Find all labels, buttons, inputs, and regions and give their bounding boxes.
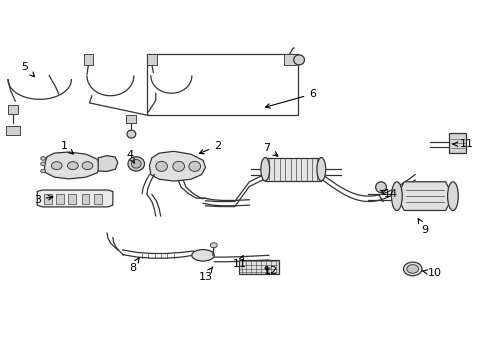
Text: 10: 10 [421, 268, 441, 278]
Ellipse shape [406, 265, 418, 273]
Text: 3: 3 [34, 195, 53, 205]
Text: 5: 5 [21, 62, 34, 77]
Polygon shape [8, 105, 18, 114]
Ellipse shape [41, 157, 45, 160]
Ellipse shape [172, 161, 184, 171]
Polygon shape [98, 156, 118, 171]
Text: 6: 6 [265, 89, 316, 108]
Text: 2: 2 [199, 141, 221, 154]
Text: 8: 8 [128, 258, 139, 273]
Polygon shape [448, 134, 466, 153]
Bar [68, 194, 76, 204]
Ellipse shape [67, 162, 78, 170]
Text: 12: 12 [264, 266, 278, 276]
Ellipse shape [391, 182, 402, 211]
Ellipse shape [41, 169, 45, 173]
Ellipse shape [447, 182, 457, 211]
Ellipse shape [156, 161, 167, 171]
Bar [56, 194, 63, 204]
Bar [238, 260, 278, 274]
Ellipse shape [210, 243, 217, 248]
Text: 11: 11 [232, 256, 246, 269]
Bar [44, 194, 52, 204]
Text: 1: 1 [61, 141, 73, 154]
Bar [147, 54, 298, 116]
Text: 11: 11 [452, 139, 472, 149]
Ellipse shape [51, 162, 62, 170]
Bar [264, 158, 321, 181]
Ellipse shape [82, 162, 93, 170]
Polygon shape [126, 116, 136, 123]
Ellipse shape [316, 158, 325, 181]
Ellipse shape [41, 162, 45, 166]
Bar [81, 194, 89, 204]
Ellipse shape [188, 161, 200, 171]
Ellipse shape [260, 158, 269, 181]
Bar [94, 194, 102, 204]
Ellipse shape [375, 182, 386, 193]
Ellipse shape [127, 130, 136, 138]
Polygon shape [283, 54, 295, 65]
Text: 13: 13 [198, 267, 212, 282]
Polygon shape [149, 151, 205, 181]
Polygon shape [5, 126, 20, 135]
Polygon shape [147, 54, 157, 64]
Text: 4: 4 [126, 150, 134, 163]
Ellipse shape [131, 159, 141, 168]
Text: 7: 7 [263, 143, 277, 156]
Polygon shape [44, 152, 101, 179]
Ellipse shape [403, 262, 421, 276]
Ellipse shape [293, 55, 304, 65]
Polygon shape [83, 54, 93, 64]
Ellipse shape [191, 249, 214, 261]
Text: 14: 14 [380, 189, 397, 199]
Polygon shape [37, 190, 113, 207]
Text: 9: 9 [417, 219, 427, 235]
Polygon shape [396, 182, 452, 211]
Ellipse shape [128, 157, 144, 171]
